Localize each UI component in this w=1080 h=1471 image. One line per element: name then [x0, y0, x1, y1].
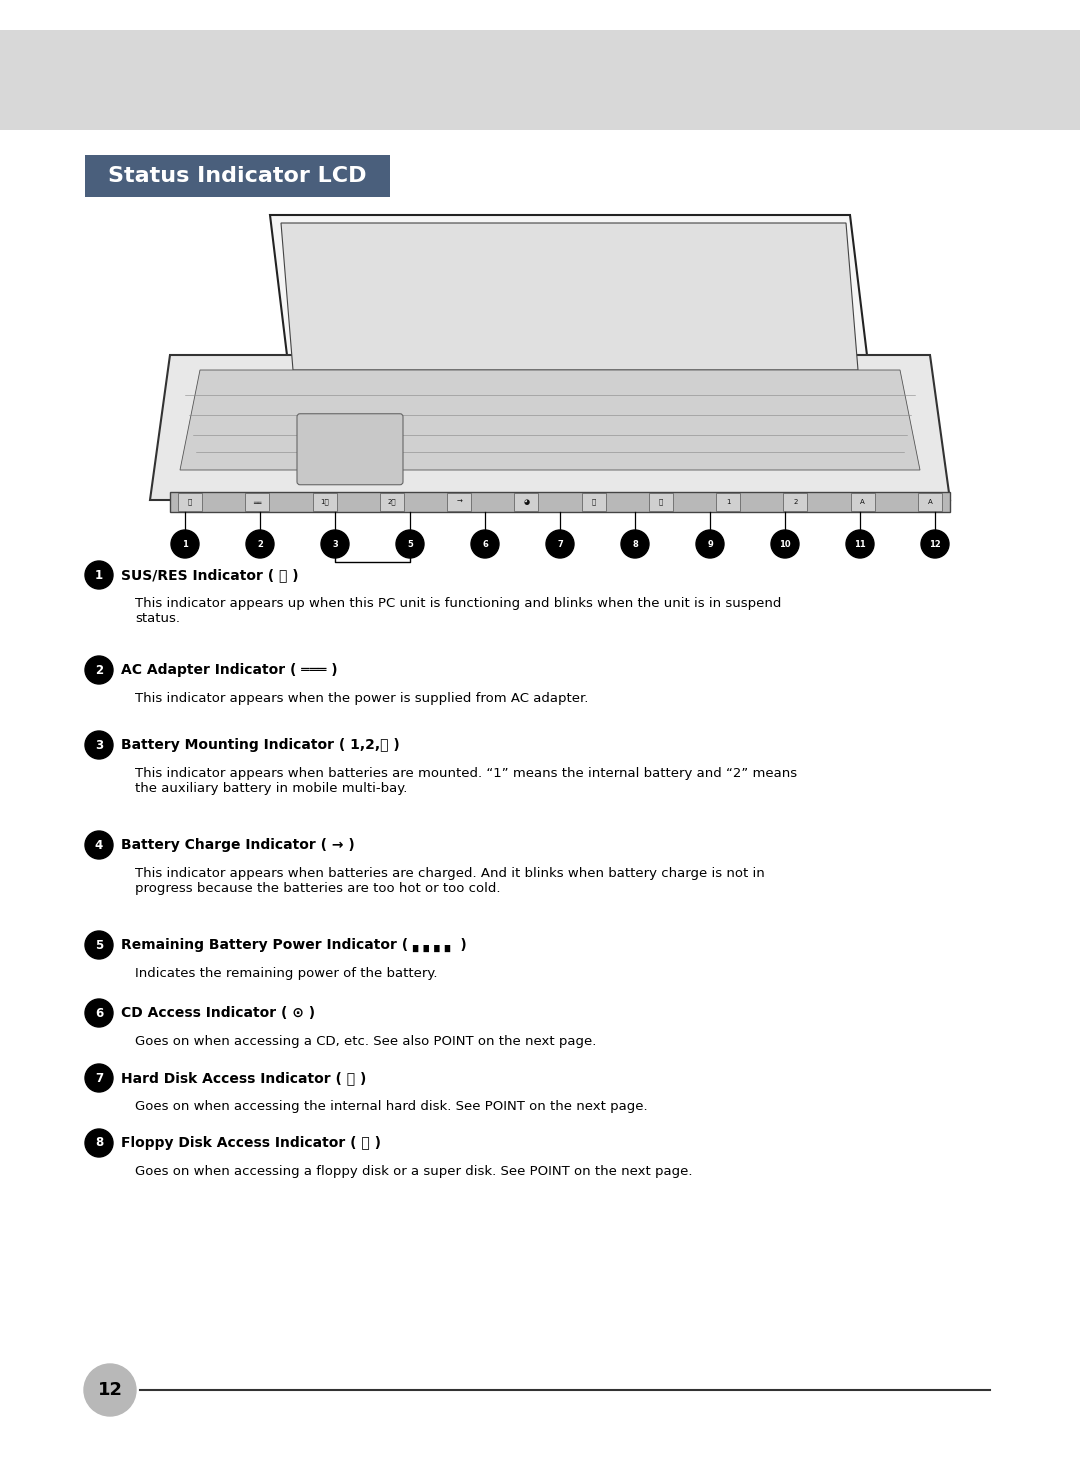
Text: CD Access Indicator ( ⊙ ): CD Access Indicator ( ⊙ )	[121, 1006, 315, 1019]
Polygon shape	[150, 355, 950, 500]
Circle shape	[471, 530, 499, 558]
Text: This indicator appears up when this PC unit is functioning and blinks when the u: This indicator appears up when this PC u…	[135, 597, 781, 625]
Text: 9: 9	[707, 540, 713, 549]
Text: 2⎕: 2⎕	[388, 499, 396, 506]
FancyBboxPatch shape	[851, 493, 875, 510]
Text: 4: 4	[95, 838, 103, 852]
Text: 10: 10	[779, 540, 791, 549]
Text: This indicator appears when the power is supplied from AC adapter.: This indicator appears when the power is…	[135, 691, 589, 705]
Circle shape	[85, 1064, 113, 1091]
Text: 7: 7	[557, 540, 563, 549]
Text: ⎕: ⎕	[659, 499, 663, 506]
Text: A: A	[928, 499, 932, 505]
FancyBboxPatch shape	[245, 493, 269, 510]
Text: 2: 2	[257, 540, 262, 549]
Text: 12: 12	[929, 540, 941, 549]
Text: 5: 5	[95, 938, 103, 952]
Circle shape	[85, 731, 113, 759]
Text: 11: 11	[854, 540, 866, 549]
Text: 6: 6	[482, 540, 488, 549]
Bar	[85, 154, 390, 197]
FancyBboxPatch shape	[918, 493, 942, 510]
Text: 5: 5	[407, 540, 413, 549]
Text: SUS/RES Indicator ( Ⓢ ): SUS/RES Indicator ( Ⓢ )	[121, 568, 299, 583]
FancyBboxPatch shape	[447, 493, 471, 510]
FancyBboxPatch shape	[380, 493, 404, 510]
Text: 7: 7	[95, 1071, 103, 1084]
Circle shape	[85, 831, 113, 859]
Circle shape	[696, 530, 724, 558]
Circle shape	[546, 530, 573, 558]
FancyBboxPatch shape	[582, 493, 606, 510]
Circle shape	[85, 656, 113, 684]
Text: Hard Disk Access Indicator ( ⎕ ): Hard Disk Access Indicator ( ⎕ )	[121, 1071, 366, 1086]
Text: 3: 3	[95, 738, 103, 752]
Circle shape	[771, 530, 799, 558]
FancyBboxPatch shape	[514, 493, 538, 510]
Text: Indicates the remaining power of the battery.: Indicates the remaining power of the bat…	[135, 966, 437, 980]
Bar	[0, 29, 1080, 129]
Text: AC Adapter Indicator ( ═══ ): AC Adapter Indicator ( ═══ )	[121, 663, 338, 677]
Text: Battery Charge Indicator ( → ): Battery Charge Indicator ( → )	[121, 838, 354, 852]
Text: This indicator appears when batteries are mounted. “1” means the internal batter: This indicator appears when batteries ar…	[135, 766, 797, 794]
Text: 12: 12	[97, 1381, 122, 1399]
Text: 1⎕: 1⎕	[320, 499, 329, 506]
Polygon shape	[281, 224, 858, 371]
Text: Goes on when accessing a CD, etc. See also POINT on the next page.: Goes on when accessing a CD, etc. See al…	[135, 1036, 596, 1047]
Text: 2: 2	[794, 499, 798, 505]
FancyBboxPatch shape	[783, 493, 808, 510]
Text: 3: 3	[333, 540, 338, 549]
Circle shape	[85, 1130, 113, 1158]
Text: Remaining Battery Power Indicator ( ▖▖▖▖ ): Remaining Battery Power Indicator ( ▖▖▖▖…	[121, 938, 467, 952]
Text: Ⓢ: Ⓢ	[188, 499, 192, 506]
Text: 1: 1	[183, 540, 188, 549]
Circle shape	[85, 931, 113, 959]
Text: 2: 2	[95, 663, 103, 677]
Text: Goes on when accessing a floppy disk or a super disk. See POINT on the next page: Goes on when accessing a floppy disk or …	[135, 1165, 692, 1178]
Circle shape	[621, 530, 649, 558]
FancyBboxPatch shape	[297, 413, 403, 485]
FancyBboxPatch shape	[649, 493, 673, 510]
Text: This indicator appears when batteries are charged. And it blinks when battery ch: This indicator appears when batteries ar…	[135, 866, 765, 894]
Text: →: →	[456, 499, 462, 505]
Text: Battery Mounting Indicator ( 1,2,⎕ ): Battery Mounting Indicator ( 1,2,⎕ )	[121, 738, 400, 752]
Text: 6: 6	[95, 1006, 103, 1019]
Circle shape	[321, 530, 349, 558]
Text: 8: 8	[95, 1137, 103, 1149]
Text: 1: 1	[726, 499, 730, 505]
Text: Floppy Disk Access Indicator ( ⎕ ): Floppy Disk Access Indicator ( ⎕ )	[121, 1136, 381, 1150]
Text: ◕: ◕	[524, 499, 529, 505]
Circle shape	[85, 560, 113, 588]
Circle shape	[85, 999, 113, 1027]
Circle shape	[846, 530, 874, 558]
Text: A: A	[861, 499, 865, 505]
Text: Status Indicator LCD: Status Indicator LCD	[108, 166, 367, 185]
Text: 1: 1	[95, 568, 103, 581]
Text: ⎕: ⎕	[592, 499, 596, 506]
Polygon shape	[180, 371, 920, 471]
Circle shape	[396, 530, 424, 558]
FancyBboxPatch shape	[312, 493, 337, 510]
Circle shape	[246, 530, 274, 558]
Text: Goes on when accessing the internal hard disk. See POINT on the next page.: Goes on when accessing the internal hard…	[135, 1100, 648, 1114]
Text: ══: ══	[253, 499, 261, 505]
Text: 8: 8	[632, 540, 638, 549]
Bar	[170, 491, 950, 512]
FancyBboxPatch shape	[716, 493, 740, 510]
Circle shape	[84, 1364, 136, 1417]
Polygon shape	[270, 215, 870, 380]
Circle shape	[921, 530, 949, 558]
FancyBboxPatch shape	[178, 493, 202, 510]
Circle shape	[171, 530, 199, 558]
